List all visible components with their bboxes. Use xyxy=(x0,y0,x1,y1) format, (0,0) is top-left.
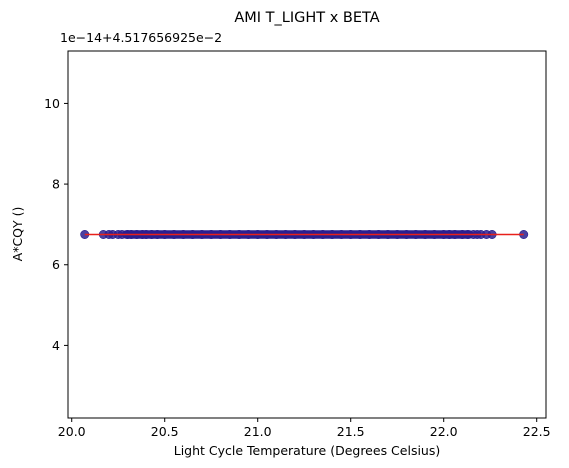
y-axis-label: A*CQY () xyxy=(10,207,25,262)
x-tick-label: 20.5 xyxy=(151,424,179,439)
y-tick-label: 8 xyxy=(52,177,60,192)
y-tick-label: 4 xyxy=(52,338,60,353)
y-tick-label: 10 xyxy=(44,96,60,111)
axes-frame xyxy=(67,50,547,419)
x-tick-label: 20.0 xyxy=(58,424,86,439)
x-axis: 20.0 20.5 21.0 21.5 22.0 22.5 xyxy=(58,418,551,439)
x-tick-label: 22.5 xyxy=(523,424,551,439)
x-tick-label: 21.0 xyxy=(244,424,272,439)
x-tick-label: 21.5 xyxy=(337,424,365,439)
x-axis-label: Light Cycle Temperature (Degrees Celsius… xyxy=(174,443,441,458)
y-tick-label: 6 xyxy=(52,257,60,272)
chart-title: AMI T_LIGHT x BETA xyxy=(234,10,379,26)
y-axis: 4 6 8 10 xyxy=(44,96,68,353)
plot-area xyxy=(80,230,529,240)
x-tick-label: 22.0 xyxy=(430,424,458,439)
y-offset-text: 1e−14+4.517656925e−2 xyxy=(60,30,222,45)
